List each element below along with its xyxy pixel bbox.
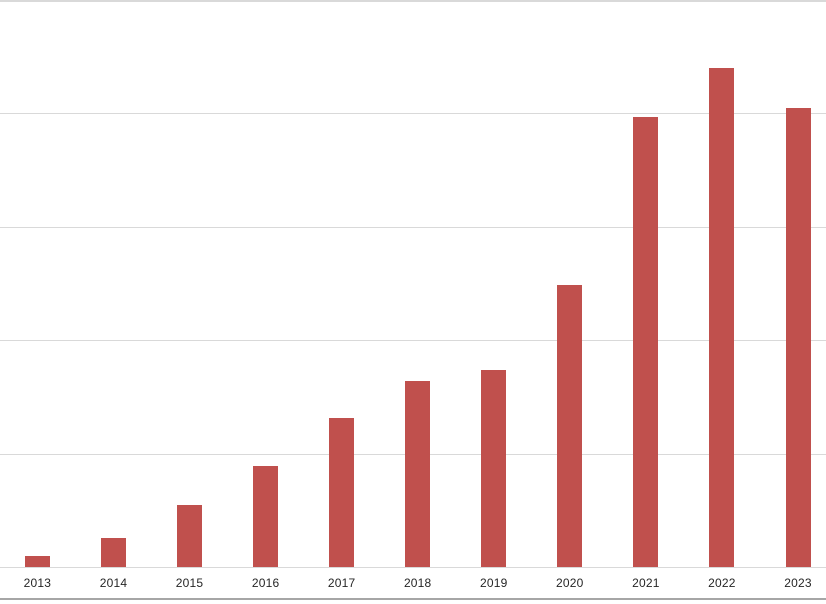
x-axis-tick-label-2022: 2022 [708, 576, 736, 590]
bar-2015 [177, 505, 202, 567]
bar-2017 [329, 418, 355, 567]
x-axis-tick-label-2016: 2016 [251, 576, 280, 590]
x-axis-line [0, 567, 826, 568]
chart-bottom-border [0, 598, 826, 600]
x-axis-tick-label-2013: 2013 [23, 576, 52, 590]
bar-2013 [24, 556, 50, 567]
bar-2018 [405, 381, 431, 567]
bar-2014 [101, 538, 126, 567]
x-axis-tick-label-2019: 2019 [480, 576, 508, 590]
bar-2016 [253, 466, 279, 567]
x-axis-tick-label-2021: 2021 [632, 576, 660, 590]
bar-2020 [557, 285, 583, 567]
gridline [0, 226, 826, 228]
gridline [0, 113, 826, 115]
x-axis-tick-label-2015: 2015 [175, 576, 204, 590]
x-axis-tick-label-2020: 2020 [556, 576, 584, 590]
bar-2019 [481, 370, 507, 567]
x-axis-tick-label-2014: 2014 [99, 576, 128, 590]
x-axis-tick-label-2023: 2023 [784, 576, 812, 590]
bar-2023 [785, 108, 811, 567]
x-axis-tick-label-2018: 2018 [403, 576, 432, 590]
gridline [0, 0, 826, 2]
x-axis-tick-label-2017: 2017 [327, 576, 356, 590]
bar-2022 [709, 68, 735, 567]
gridline [0, 340, 826, 342]
bar-2021 [633, 117, 659, 567]
